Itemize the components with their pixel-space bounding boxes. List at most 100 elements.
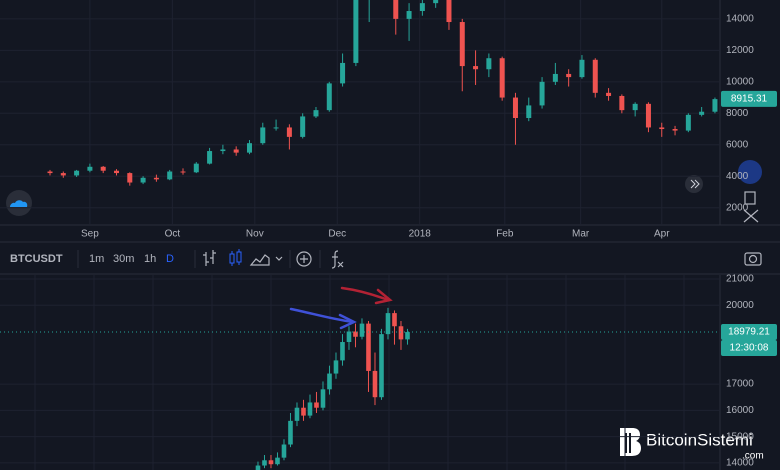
candles-icon[interactable] xyxy=(229,249,242,266)
candle-body xyxy=(672,129,678,131)
candle-body xyxy=(539,81,545,106)
candle-body xyxy=(619,95,625,111)
x-tick-label: Dec xyxy=(328,229,346,240)
y-tick-label: 2000 xyxy=(726,202,749,213)
x-tick-label: 2018 xyxy=(409,229,432,240)
candle-body xyxy=(327,373,332,390)
candle-body xyxy=(193,163,199,173)
y-tick-label: 14000 xyxy=(726,458,754,469)
watermark: BitcoinSistemi xyxy=(646,430,753,449)
candles xyxy=(255,307,410,470)
candle-body xyxy=(512,97,518,119)
candle-body xyxy=(473,66,479,70)
candle-body xyxy=(419,3,425,12)
fx-icon[interactable] xyxy=(331,250,344,269)
countdown-tag xyxy=(721,340,777,357)
candle-body xyxy=(314,402,319,408)
candle-body xyxy=(307,402,313,416)
candle-body xyxy=(260,127,266,144)
candle-body xyxy=(379,334,384,398)
countdown-label: 12:30:08 xyxy=(730,343,769,354)
candle-body xyxy=(359,323,365,337)
symbol[interactable]: BTCUSDT xyxy=(10,253,63,265)
y-tick-label: 6000 xyxy=(726,139,749,150)
candle-body xyxy=(246,143,252,153)
interval[interactable]: 1m xyxy=(89,253,104,265)
candle-body xyxy=(207,151,213,164)
candle-body xyxy=(273,127,279,129)
side-button[interactable] xyxy=(738,160,762,184)
candle-body xyxy=(127,173,133,183)
candle-body xyxy=(685,114,691,131)
x-tick-label: Sep xyxy=(81,229,99,240)
candle-body xyxy=(288,420,293,445)
candle-body xyxy=(140,177,146,183)
y-tick-label: 21000 xyxy=(726,274,754,285)
x-tick-label: Oct xyxy=(165,229,181,240)
candle-body xyxy=(526,105,532,119)
dropdown-icon[interactable] xyxy=(275,256,283,261)
bars-icon[interactable] xyxy=(203,250,216,266)
candle-body xyxy=(220,149,226,152)
watermark-domain: .com xyxy=(742,451,764,462)
candle-body xyxy=(281,444,287,458)
candle-body xyxy=(301,407,306,416)
candle-body xyxy=(353,0,359,63)
red-arrow xyxy=(340,286,393,305)
x-tick-label: Mar xyxy=(572,229,590,240)
candle-body xyxy=(459,22,465,67)
toolbar xyxy=(0,242,780,274)
candle-body xyxy=(313,110,319,117)
candle-body xyxy=(326,83,332,111)
scroll-button[interactable] xyxy=(685,175,703,193)
candle-body xyxy=(262,460,267,466)
y-tick-label: 12000 xyxy=(726,45,754,56)
candle-body xyxy=(592,59,598,93)
indicators-icon[interactable] xyxy=(296,251,312,267)
logo-icon xyxy=(6,190,32,216)
y-tick-label: 16000 xyxy=(726,405,754,416)
last-price-tag xyxy=(721,90,777,107)
candle-body xyxy=(233,149,239,153)
candle-body xyxy=(385,313,391,335)
candle-body xyxy=(47,171,53,174)
candles xyxy=(47,0,718,186)
candle-body xyxy=(60,173,66,176)
candle-body xyxy=(346,331,352,343)
candle-body xyxy=(255,465,261,470)
interval[interactable]: 30m xyxy=(113,253,134,265)
candle-body xyxy=(393,0,399,19)
candle-body xyxy=(320,389,326,408)
side-icon[interactable] xyxy=(743,191,759,223)
interval-active[interactable]: D xyxy=(166,253,174,265)
interval[interactable]: 1h xyxy=(144,253,156,265)
area-icon[interactable] xyxy=(249,254,270,266)
candle-body xyxy=(645,103,651,128)
candle-body xyxy=(606,92,612,96)
candle-body xyxy=(552,73,558,82)
candle-body xyxy=(353,331,358,337)
y-tick-label: 4000 xyxy=(726,171,749,182)
candle-body xyxy=(340,342,345,361)
y-tick-label: 17000 xyxy=(726,379,754,390)
x-tick-label: Nov xyxy=(246,229,264,240)
candle-body xyxy=(699,111,705,115)
watermark-logo xyxy=(620,428,641,456)
blue-arrow xyxy=(289,307,357,330)
candle-body xyxy=(268,460,274,465)
candle-body xyxy=(153,177,159,180)
candle-body xyxy=(366,323,371,371)
last-price-label: 8915.31 xyxy=(731,94,768,105)
y-tick-label: 20000 xyxy=(726,300,754,311)
candle-body xyxy=(579,59,585,78)
candle-body xyxy=(632,103,638,111)
candle-body xyxy=(294,407,300,421)
camera-icon[interactable] xyxy=(744,252,762,266)
candle-body xyxy=(87,166,93,171)
candle-body xyxy=(566,73,572,78)
candle-body xyxy=(333,360,339,374)
candle-body xyxy=(398,326,404,340)
candle-body xyxy=(659,127,665,130)
